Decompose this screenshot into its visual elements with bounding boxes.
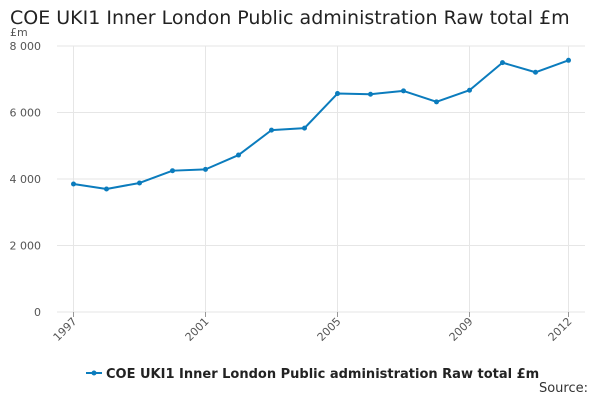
x-tick-label-2005: 2005: [315, 315, 344, 344]
data-point-2002: [236, 152, 241, 158]
data-point-1998: [104, 186, 109, 192]
series-layer: [71, 57, 571, 192]
y-tick-label-4000: 4 000: [10, 173, 42, 186]
data-point-1999: [137, 180, 142, 186]
chart-title: COE UKI1 Inner London Public administrat…: [10, 7, 570, 29]
y-tick-label-0: 0: [34, 306, 41, 319]
data-point-2009: [467, 87, 472, 93]
data-point-2003: [269, 127, 274, 133]
data-point-2012: [566, 57, 571, 63]
data-point-2001: [203, 166, 208, 172]
grid-lines: [57, 45, 585, 313]
legend-swatch-marker: [91, 370, 97, 376]
y-tick-label-8000: 8 000: [10, 40, 42, 53]
source-label: Source:: [538, 381, 588, 396]
x-tick-label-2012: 2012: [546, 315, 575, 344]
series-line-0: [73, 59, 569, 190]
y-tick-label-2000: 2 000: [10, 240, 42, 253]
y-axis-label: £m: [10, 26, 28, 39]
x-axis-ticks: 1997 2001 2005 2009 2012: [51, 312, 575, 344]
legend[interactable]: COE UKI1 Inner London Public administrat…: [86, 367, 539, 382]
x-tick-label-1997: 1997: [51, 315, 80, 344]
y-axis-ticks: 0 2 000 4 000 6 000 8 000: [10, 40, 42, 319]
data-point-2005: [335, 91, 340, 97]
data-point-2006: [368, 91, 373, 97]
data-point-1997: [71, 181, 76, 187]
data-point-2008: [434, 99, 439, 105]
data-point-2010: [500, 60, 505, 66]
data-point-2011: [533, 69, 538, 75]
data-point-2000: [170, 168, 175, 174]
y-tick-label-6000: 6 000: [10, 107, 42, 120]
x-tick-label-2001: 2001: [183, 315, 212, 344]
legend-entry-label: COE UKI1 Inner London Public administrat…: [106, 367, 539, 382]
data-point-2004: [302, 125, 307, 131]
x-tick-label-2009: 2009: [447, 315, 476, 344]
data-point-2007: [401, 88, 406, 94]
